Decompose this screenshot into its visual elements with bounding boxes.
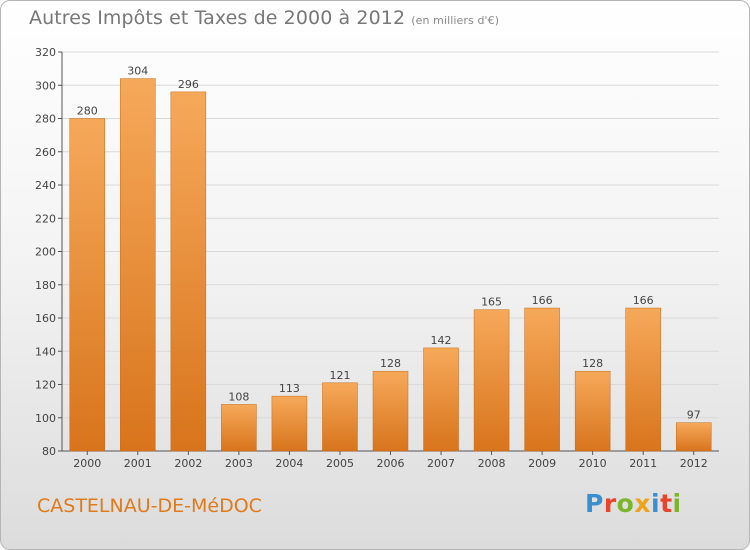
y-tick-label: 300 — [35, 79, 56, 92]
bar-value-label: 128 — [582, 357, 603, 370]
y-tick-label: 320 — [35, 46, 56, 59]
y-tick-label: 120 — [35, 379, 56, 392]
x-tick-label: 2001 — [124, 457, 152, 470]
bar — [524, 307, 560, 452]
chart-title: Autres Impôts et Taxes de 2000 à 2012 (en… — [29, 7, 499, 29]
bar — [170, 91, 207, 452]
logo-letter: t — [660, 489, 673, 518]
logo-letter: i — [651, 489, 661, 518]
bar-value-label: 128 — [380, 357, 401, 370]
y-tick-label: 240 — [35, 179, 56, 192]
y-tick-label: 180 — [35, 279, 56, 292]
x-tick-label: 2007 — [427, 457, 455, 470]
logo-letter: o — [616, 489, 635, 518]
bar — [625, 307, 661, 452]
x-tick-label: 2012 — [680, 457, 708, 470]
y-tick-label: 260 — [35, 146, 56, 159]
x-tick-label: 2002 — [174, 457, 202, 470]
bar — [574, 370, 611, 452]
bar — [322, 382, 358, 452]
x-tick-label: 2011 — [629, 457, 657, 470]
y-tick-label: 160 — [35, 312, 56, 325]
bar — [372, 370, 409, 452]
logo-letter: i — [672, 489, 682, 518]
logo-letter: x — [634, 489, 651, 518]
bar-value-label: 280 — [77, 105, 98, 118]
bar-value-label: 108 — [228, 390, 249, 403]
bar-value-label: 113 — [279, 382, 300, 395]
bar — [120, 78, 156, 452]
proxiti-logo: Proxiti — [585, 489, 682, 518]
y-tick-label: 220 — [35, 212, 56, 225]
x-tick-label: 2004 — [275, 457, 303, 470]
bar — [221, 404, 257, 452]
bar-value-label: 121 — [329, 369, 350, 382]
bar-value-label: 296 — [178, 78, 199, 91]
x-tick-label: 2003 — [225, 457, 253, 470]
chart-title-text: Autres Impôts et Taxes de 2000 à 2012 — [29, 7, 406, 29]
city-name: CASTELNAU-DE-MéDOC — [37, 495, 262, 517]
bar — [271, 395, 308, 452]
x-tick-label: 2008 — [478, 457, 506, 470]
bar-value-label: 166 — [532, 294, 553, 307]
bar-value-label: 97 — [687, 409, 701, 422]
bars — [69, 78, 712, 452]
y-tick-label: 80 — [42, 445, 56, 458]
logo-letter: r — [603, 489, 617, 518]
y-tick-label: 140 — [35, 345, 56, 358]
chart-unit: (en milliers d'€) — [411, 14, 500, 27]
bar — [69, 118, 106, 452]
x-tick-label: 2005 — [326, 457, 354, 470]
bar-value-label: 142 — [431, 334, 452, 347]
x-tick-label: 2009 — [528, 457, 556, 470]
y-tick-label: 100 — [35, 412, 56, 425]
bar-value-label: 166 — [633, 294, 654, 307]
logo-letter: P — [585, 489, 604, 518]
x-tick-label: 2006 — [377, 457, 405, 470]
y-tick-label: 200 — [35, 246, 56, 259]
bar — [675, 422, 712, 452]
x-tick-label: 2010 — [579, 457, 607, 470]
bar-value-label: 165 — [481, 296, 502, 309]
labels: 80 100 120 140 160 180 200 220 240 260 280 300 320 28… — [35, 46, 708, 470]
bar-value-label: 304 — [127, 65, 148, 78]
bar — [423, 347, 459, 452]
bar — [473, 309, 510, 452]
y-tick-label: 280 — [35, 113, 56, 126]
x-tick-label: 2000 — [73, 457, 101, 470]
